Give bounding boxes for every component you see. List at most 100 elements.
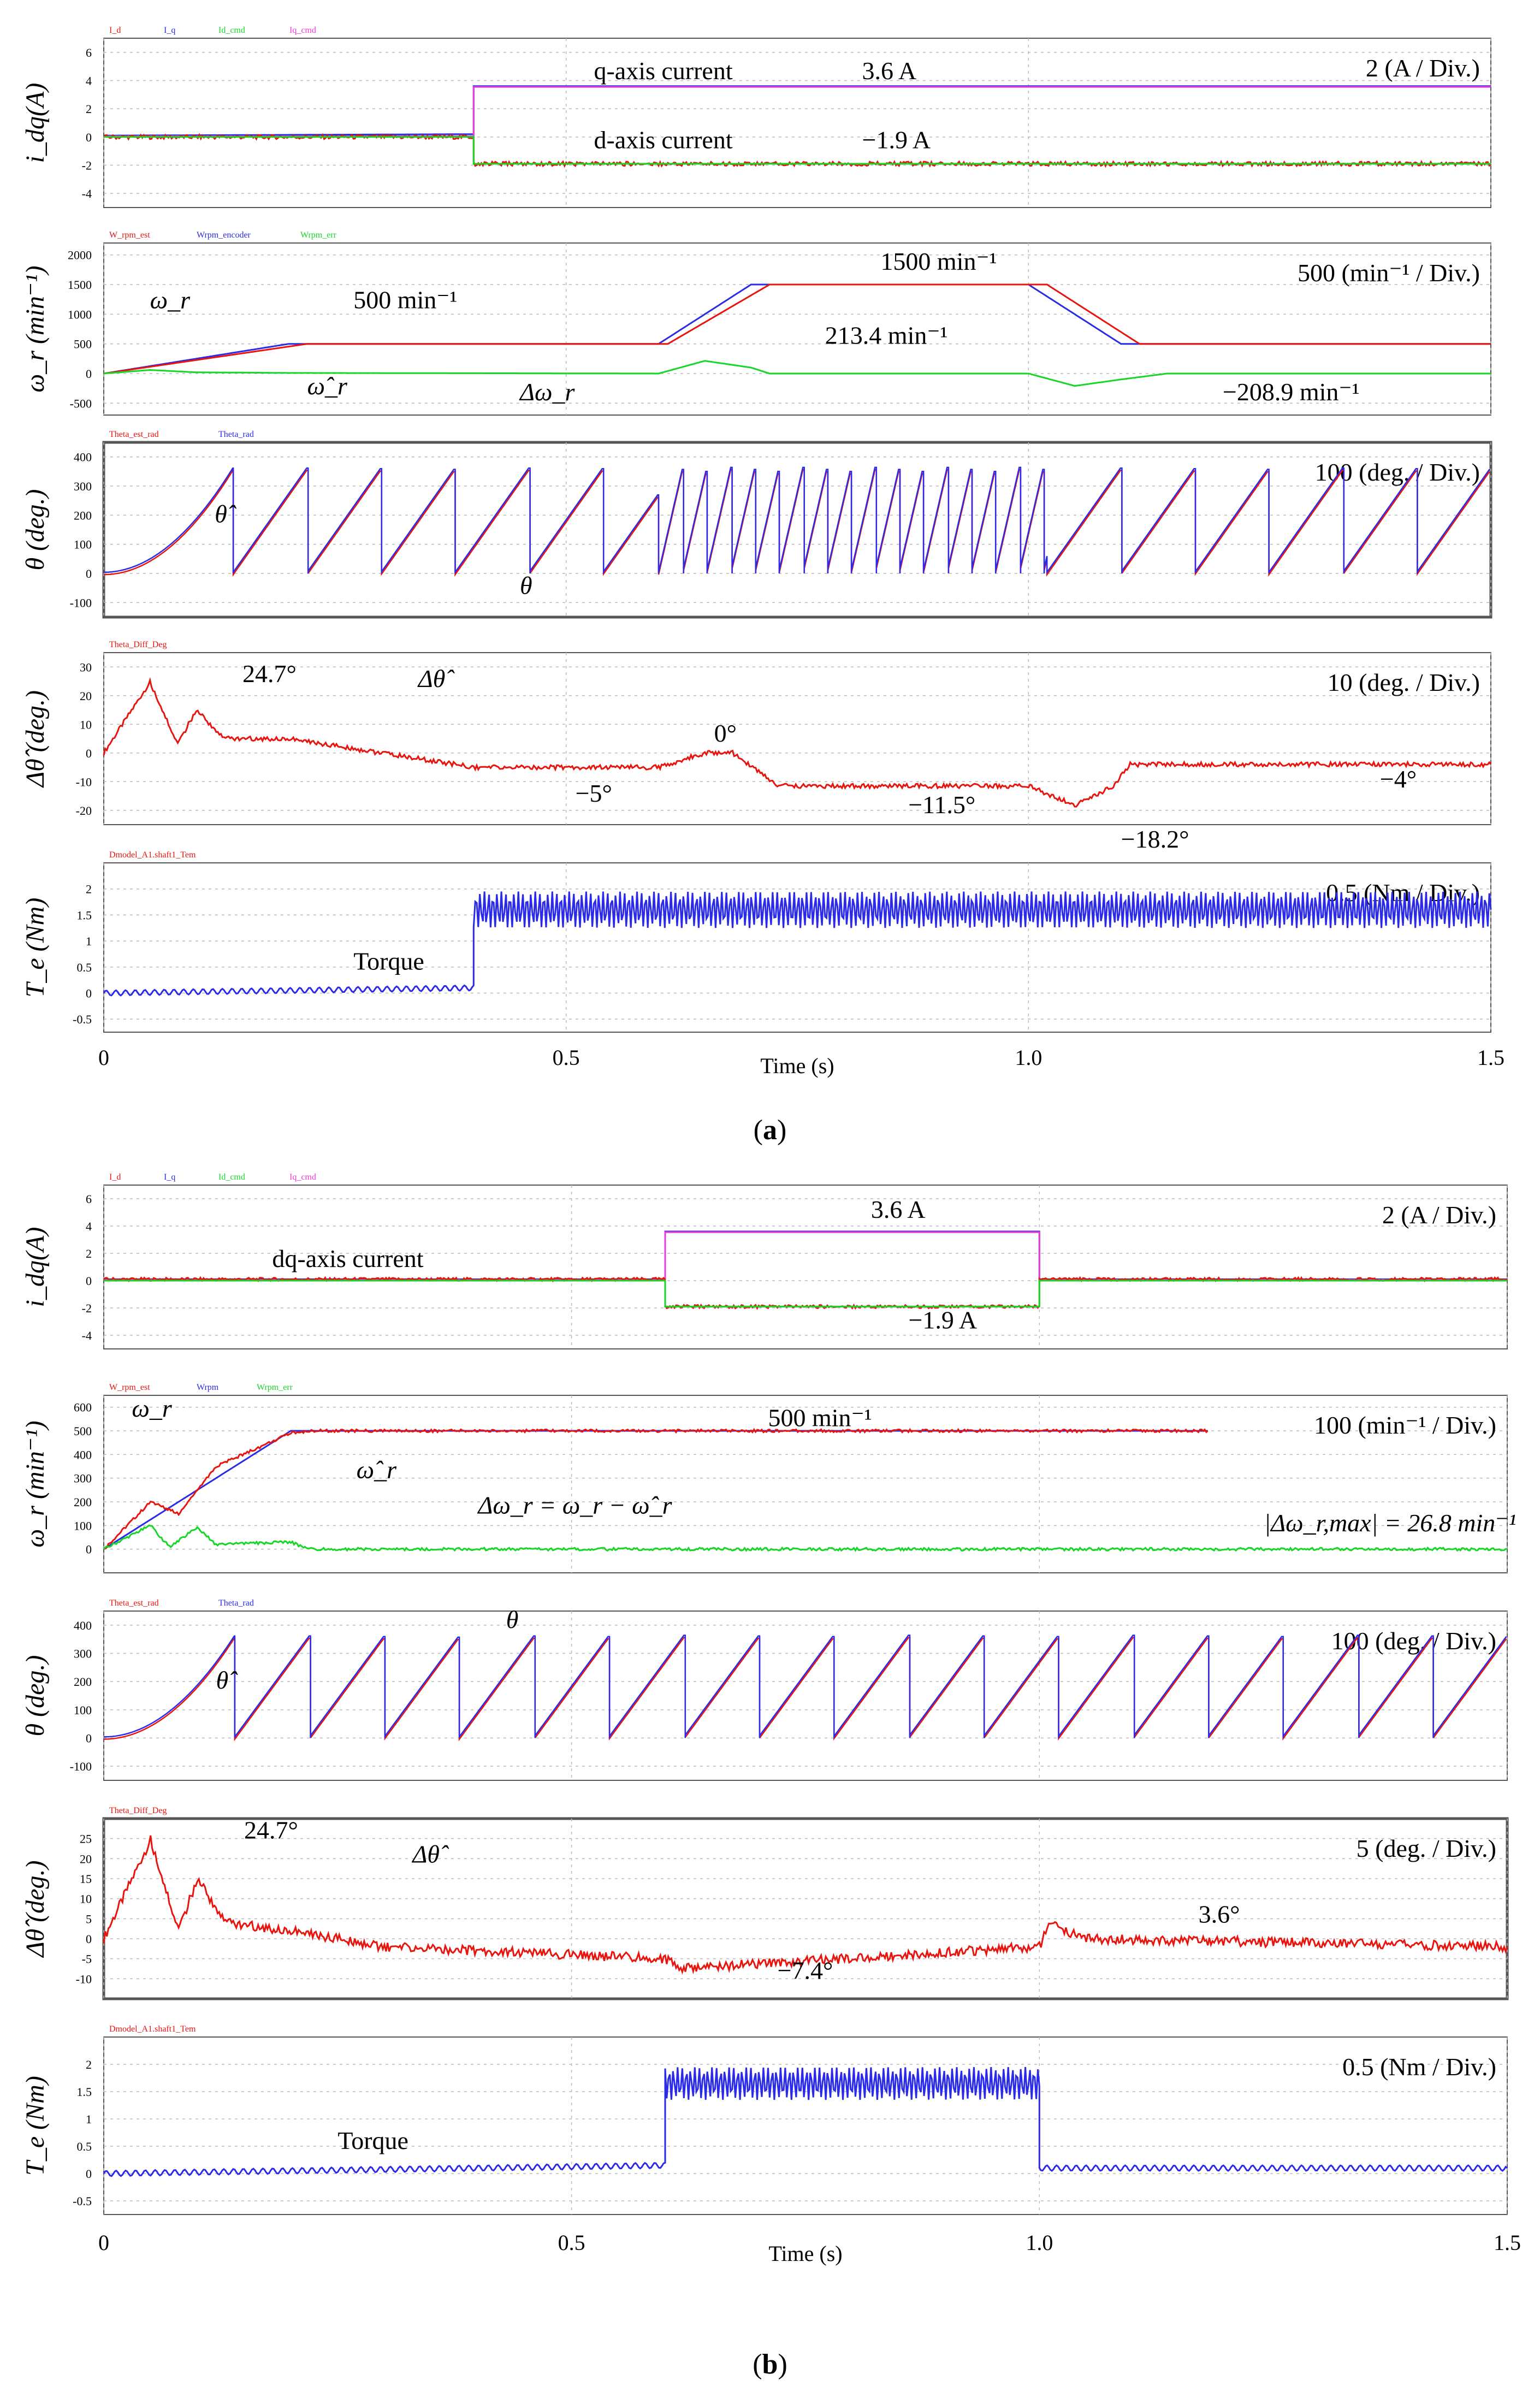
y-tick-label: 200	[74, 1675, 92, 1689]
y-tick-label: 1	[86, 2112, 92, 2126]
y-tick-label: -0.5	[73, 2194, 92, 2208]
legend-entry: Dmodel_A1.shaft1_Tem	[109, 2024, 196, 2034]
annotation-label: q-axis current	[594, 57, 732, 85]
annotation-label: θ	[506, 1606, 519, 1633]
plot-frame	[103, 1611, 1508, 1781]
panel-b2: 600 500 400 300 200 100 0 W_rpm_est Wrpm Wrpm_err…	[21, 1383, 1516, 1573]
y-tick-label: 0	[86, 131, 92, 144]
legend-entry: Wrpm_encoder	[197, 230, 251, 240]
annotation-label: ω_r	[132, 1394, 172, 1422]
annotation-label: −7.4°	[778, 1956, 833, 1984]
panel-b4: 25 20 15 10 5 0 -5 -10 Theta_Diff_Deg Δθ̂ (deg.) 5…	[21, 1806, 1509, 2000]
caption-b: (b)	[753, 2349, 787, 2380]
y-tick-label: 2	[86, 102, 92, 116]
annotation-label: Torque	[353, 948, 424, 975]
y-tick-label: 0	[86, 986, 92, 1000]
y-tick-label: 100	[74, 538, 92, 552]
y-tick-label: 100	[74, 1703, 92, 1717]
legend-entry: Id_cmd	[218, 26, 245, 35]
annotation-label: 3.6 A	[862, 57, 917, 85]
panel-a2: 2000 1500 1000 500 0 -500 W_rpm_est Wrpm_encode…	[21, 230, 1491, 416]
y-tick-label: 0	[86, 747, 92, 760]
y-tick-label: 200	[74, 508, 92, 522]
y-tick-label: 400	[74, 451, 92, 464]
legend-entry: Wrpm_err	[300, 230, 337, 240]
x-tick-label: 1.0	[1026, 2230, 1053, 2255]
y-tick-label: 6	[86, 1192, 92, 1206]
annotation-label: −208.9 min⁻¹	[1223, 378, 1360, 406]
annotation-label: −1.9 A	[862, 126, 931, 154]
y-tick-label: 500	[74, 1424, 92, 1438]
legend-entry: I_q	[164, 26, 175, 35]
y-tick-label: 2	[86, 883, 92, 896]
y-tick-label: 100	[74, 1519, 92, 1532]
y-tick-label: 2	[86, 2058, 92, 2071]
panel-a5: 2 1.5 1 0.5 0 -0.5 Dmodel_A1.shaft1_Tem T_e (Nm…	[21, 850, 1492, 1033]
annotation-label: −5°	[576, 779, 612, 807]
legend-entry: I_d	[109, 1173, 121, 1182]
annotation-label: 1500 min⁻¹	[880, 247, 997, 275]
legend-entry: Wrpm_err	[257, 1383, 293, 1392]
y-tick-label: -4	[82, 187, 92, 200]
y-tick-label: 0	[86, 567, 92, 581]
y-tick-label: -0.5	[73, 1013, 92, 1026]
y-tick-label: 0	[86, 1274, 92, 1288]
annotation-label: ω̂_r	[357, 1456, 397, 1484]
y-tick-label: 2	[86, 1247, 92, 1260]
y-tick-label: -100	[70, 596, 92, 609]
division-label: 2 (A / Div.)	[1366, 54, 1480, 82]
division-label: 0.5 (Nm / Div.)	[1342, 2053, 1496, 2081]
annotation-label: 213.4 min⁻¹	[825, 322, 948, 350]
x-axis-label: Time (s)	[760, 1053, 834, 1078]
y-tick-label: 300	[74, 479, 92, 493]
annotation-label: 0°	[714, 719, 737, 747]
series-Id_cmd	[104, 136, 1491, 165]
legend-entry: Theta_rad	[218, 430, 254, 439]
annotation-label: −11.5°	[908, 791, 975, 819]
y-tick-label: 1.5	[77, 908, 92, 922]
plot-frame	[103, 38, 1491, 208]
y-tick-label: -500	[70, 396, 92, 410]
panel-a4: 30 20 10 0 -10 -20 Theta_Diff_Deg Δθ̂ (deg.) 10 …	[21, 640, 1492, 853]
x-tick-label: 1.0	[1015, 1045, 1042, 1070]
division-label: 100 (min⁻¹ / Div.)	[1314, 1411, 1496, 1439]
series-Theta_Diff_Deg	[103, 677, 1492, 808]
x-tick-label: 0	[98, 2230, 109, 2255]
annotation-label: |Δω_r,max| = 26.8 min⁻¹	[1264, 1509, 1517, 1537]
annotation-label: 500 min⁻¹	[353, 286, 457, 313]
y-tick-label: 4	[86, 74, 92, 88]
annotation-label: Torque	[337, 2127, 408, 2154]
y-tick-label: 600	[74, 1401, 92, 1414]
legend-entry: Theta_Diff_Deg	[109, 640, 167, 649]
series-Wrpm_err	[103, 360, 1491, 387]
y-axis-label: Δθ̂ (deg.)	[21, 690, 50, 788]
division-label: 10 (deg. / Div.)	[1328, 668, 1480, 696]
y-tick-label: -2	[82, 1301, 92, 1315]
legend-entry: Id_cmd	[218, 1173, 245, 1182]
y-tick-label: 400	[74, 1448, 92, 1461]
panel-b5: 2 1.5 1 0.5 0 -0.5 Dmodel_A1.shaft1_Tem T_e (Nm…	[21, 2024, 1508, 2215]
y-tick-label: 1.5	[77, 2085, 92, 2099]
caption-b-letter: b	[762, 2349, 778, 2380]
y-tick-label: 10	[80, 1892, 92, 1906]
y-tick-label: 20	[80, 1852, 92, 1866]
y-tick-label: 300	[74, 1472, 92, 1485]
x-tick-label: 0	[98, 1045, 109, 1070]
caption-a: (a)	[753, 1115, 787, 1146]
plot-frame	[103, 862, 1491, 1033]
y-tick-label: 0	[86, 2167, 92, 2181]
x-tick-label: 1.5	[1494, 2230, 1521, 2255]
legend-entry: Theta_est_rad	[109, 1598, 159, 1608]
y-tick-label: 300	[74, 1647, 92, 1661]
y-tick-label: 5	[86, 1912, 92, 1926]
y-tick-label: 10	[80, 718, 92, 731]
y-axis-label: θ (deg.)	[21, 1655, 50, 1737]
y-tick-label: 0	[86, 367, 92, 381]
caption-a-letter: a	[763, 1115, 777, 1146]
y-tick-label: 30	[80, 660, 92, 674]
panel-a1: 6 4 2 0 -2 -4 I_d I_q Id_cmd Iq_cmd i_dq(A) 2 (A / …	[21, 26, 1492, 208]
panel-b3: 400 300 200 100 0 -100 Theta_est_rad Theta_rad θ…	[21, 1598, 1508, 1781]
annotation-label: ω̂_r	[307, 372, 348, 400]
y-tick-label: 1500	[68, 278, 92, 292]
plot-frame	[102, 441, 1492, 619]
